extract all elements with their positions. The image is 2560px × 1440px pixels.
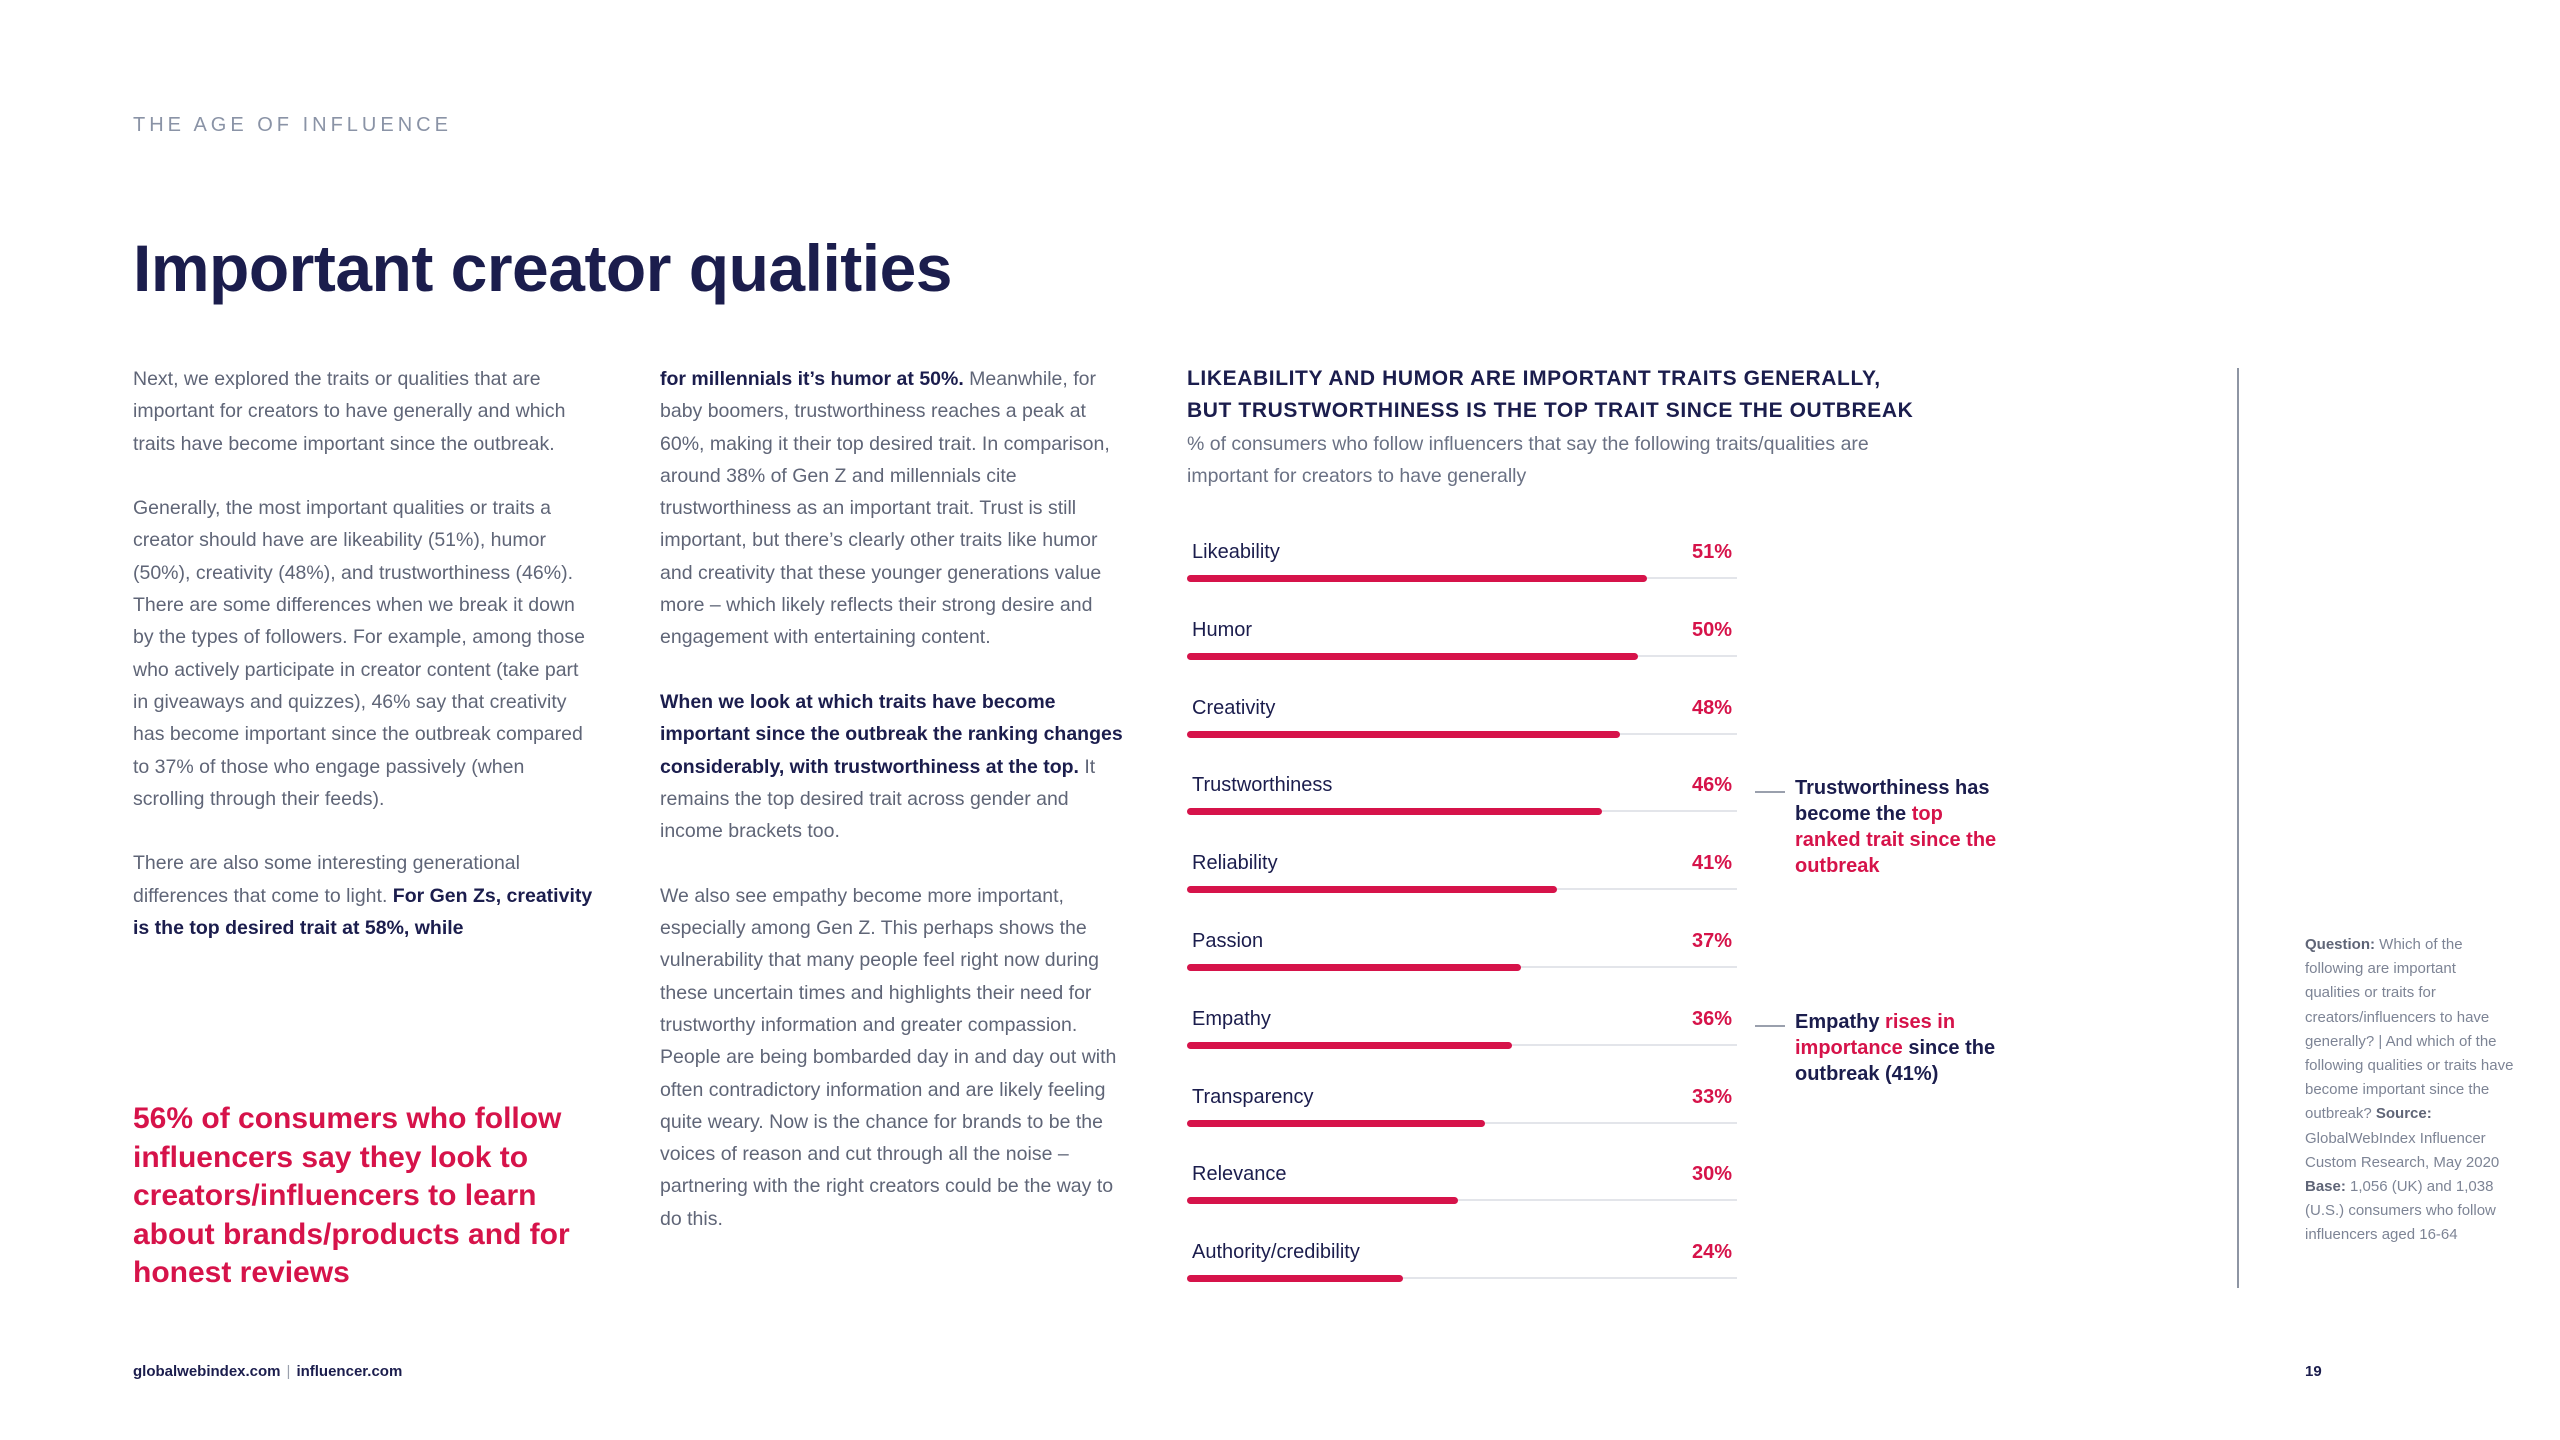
paragraph: We also see empathy become more importan… <box>660 884 1117 1230</box>
callout-connector <box>1755 1025 1785 1027</box>
note-label: Source: <box>2375 1105 2432 1123</box>
bar-label: Relevance <box>1192 1163 1287 1186</box>
footer-link-gwi[interactable]: globalwebindex.com <box>133 1363 281 1380</box>
page-number: 19 <box>2305 1363 2322 1380</box>
bar-row: Humor 50% <box>1187 593 1737 671</box>
note-label: Base: <box>2305 1178 2346 1196</box>
note-text: 1,056 (UK) and 1,038 (U.S.) consumers wh… <box>2305 1178 2496 1244</box>
bar <box>1187 1119 1485 1127</box>
bar-value-label: 33% <box>1691 1085 1732 1108</box>
bar-value-label: 30% <box>1691 1163 1732 1186</box>
note-label: Question: <box>2305 936 2375 953</box>
note-text: Which of the following are important qua… <box>2305 936 2514 1123</box>
bar <box>1187 575 1647 582</box>
chart-subtitle: % of consumers who follow influencers th… <box>1187 432 1869 487</box>
paragraph-emphasis: For Gen Zs, creativity is the top desire… <box>133 884 593 940</box>
bar-row: Passion 37% <box>1187 904 1737 982</box>
bar-label: Passion <box>1192 929 1264 952</box>
footer-link-influencer[interactable]: influencer.com <box>296 1363 403 1380</box>
bar-label: Transparency <box>1192 1085 1314 1108</box>
bar-label: Authority/credibility <box>1192 1241 1360 1264</box>
paragraph: When we look at which traits have become… <box>660 686 1130 847</box>
bar-row: Trustworthiness 46% <box>1187 748 1737 826</box>
bar-track <box>1187 1277 1737 1280</box>
paragraph-text: There are also some interesting generati… <box>133 852 520 907</box>
bar <box>1187 1041 1512 1049</box>
callout-text: Trustworthiness has become the top ranke… <box>1795 775 2005 879</box>
footer-links: globalwebindex.com | influencer.com <box>133 1363 402 1380</box>
bar-label: Creativity <box>1192 696 1276 719</box>
bar <box>1187 963 1521 971</box>
bar <box>1187 730 1620 738</box>
bar <box>1187 1197 1458 1205</box>
bar-row: Transparency 33% <box>1187 1060 1737 1138</box>
chart-title-line-1: LIKEABILITY AND HUMOR ARE IMPORTANT TRAI… <box>1187 367 1881 390</box>
bar-row: Reliability 41% <box>1187 826 1737 904</box>
bar-row: Authority/credibility 24% <box>1187 1215 1737 1293</box>
source-note: Question: Which of the following are imp… <box>2305 933 2515 1248</box>
bar <box>1187 808 1602 816</box>
page-title: Important creator qualities <box>133 231 953 305</box>
bar-value-label: 24% <box>1691 1241 1732 1264</box>
paragraph: for millennials it’s humor at 50%. Meanw… <box>660 363 1130 654</box>
callout-plain: Trustworthiness has become the <box>1795 777 1990 825</box>
note-text: GlobalWebIndex Influencer Custom Researc… <box>2305 1129 2500 1171</box>
bar <box>1187 886 1557 894</box>
footer-separator: | <box>286 1363 291 1380</box>
vertical-divider <box>2237 368 2239 1288</box>
section-kicker: THE AGE OF INFLUENCE <box>133 114 452 136</box>
bar-row: Relevance 30% <box>1187 1137 1737 1215</box>
bar-value-label: 48% <box>1691 696 1732 719</box>
body-column-2: for millennials it’s humor at 50%. Meanw… <box>660 363 1130 1235</box>
bar-label: Empathy <box>1192 1007 1271 1030</box>
bar <box>1187 652 1638 660</box>
callout-text: Empathy rises in importance since the ou… <box>1795 1009 2005 1087</box>
bar-value-label: 51% <box>1691 541 1732 563</box>
bar <box>1187 1275 1403 1283</box>
bar-row: Empathy 36% <box>1187 982 1737 1060</box>
bar-value-label: 41% <box>1691 852 1732 875</box>
paragraph-text: Meanwhile, for baby boomers, trustworthi… <box>660 368 1110 649</box>
callout-highlight: rises in importance <box>1795 1011 1956 1059</box>
paragraph-text: It remains the top desired trait across … <box>660 755 1096 843</box>
paragraph-emphasis: When we look at which traits have become… <box>660 690 1123 778</box>
paragraph-emphasis: for millennials it’s humor at 50%. <box>660 368 964 390</box>
bar-value-label: 46% <box>1691 774 1732 797</box>
chart-header: LIKEABILITY AND HUMOR ARE IMPORTANT TRAI… <box>1187 363 1947 492</box>
bar-value-label: 37% <box>1691 929 1732 952</box>
bar-value-label: 36% <box>1691 1007 1732 1030</box>
callout-connector <box>1755 791 1785 793</box>
bar-label: Likeability <box>1192 541 1280 563</box>
bar-row: Likeability 51% <box>1187 515 1737 593</box>
pull-quote: 56% of consumers who follow influencers … <box>133 1102 570 1289</box>
paragraph: Generally, the most important qualities … <box>133 497 585 810</box>
bar-label: Humor <box>1192 618 1253 641</box>
bar-row: Creativity 48% <box>1187 671 1737 749</box>
paragraph: Next, we explored the traits or qualitie… <box>133 368 566 455</box>
bar-chart: Likeability 51% Humor 50% Creativity 48% Trust… <box>1187 515 1737 1293</box>
body-column-1: Next, we explored the traits or qualitie… <box>133 363 593 944</box>
callout-plain: Empathy <box>1795 1011 1886 1033</box>
callout-highlight: top ranked trait since the outbreak <box>1795 803 1997 877</box>
bar-label: Trustworthiness <box>1192 774 1333 797</box>
bar-label: Reliability <box>1192 852 1278 875</box>
bar-track <box>1187 1199 1737 1202</box>
callout-plain: since the outbreak (41%) <box>1795 1037 1996 1085</box>
paragraph: There are also some interesting generati… <box>133 847 593 944</box>
chart-title-line-2: BUT TRUSTWORTHINESS IS THE TOP TRAIT SIN… <box>1187 399 1914 423</box>
bar-value-label: 50% <box>1691 618 1732 641</box>
